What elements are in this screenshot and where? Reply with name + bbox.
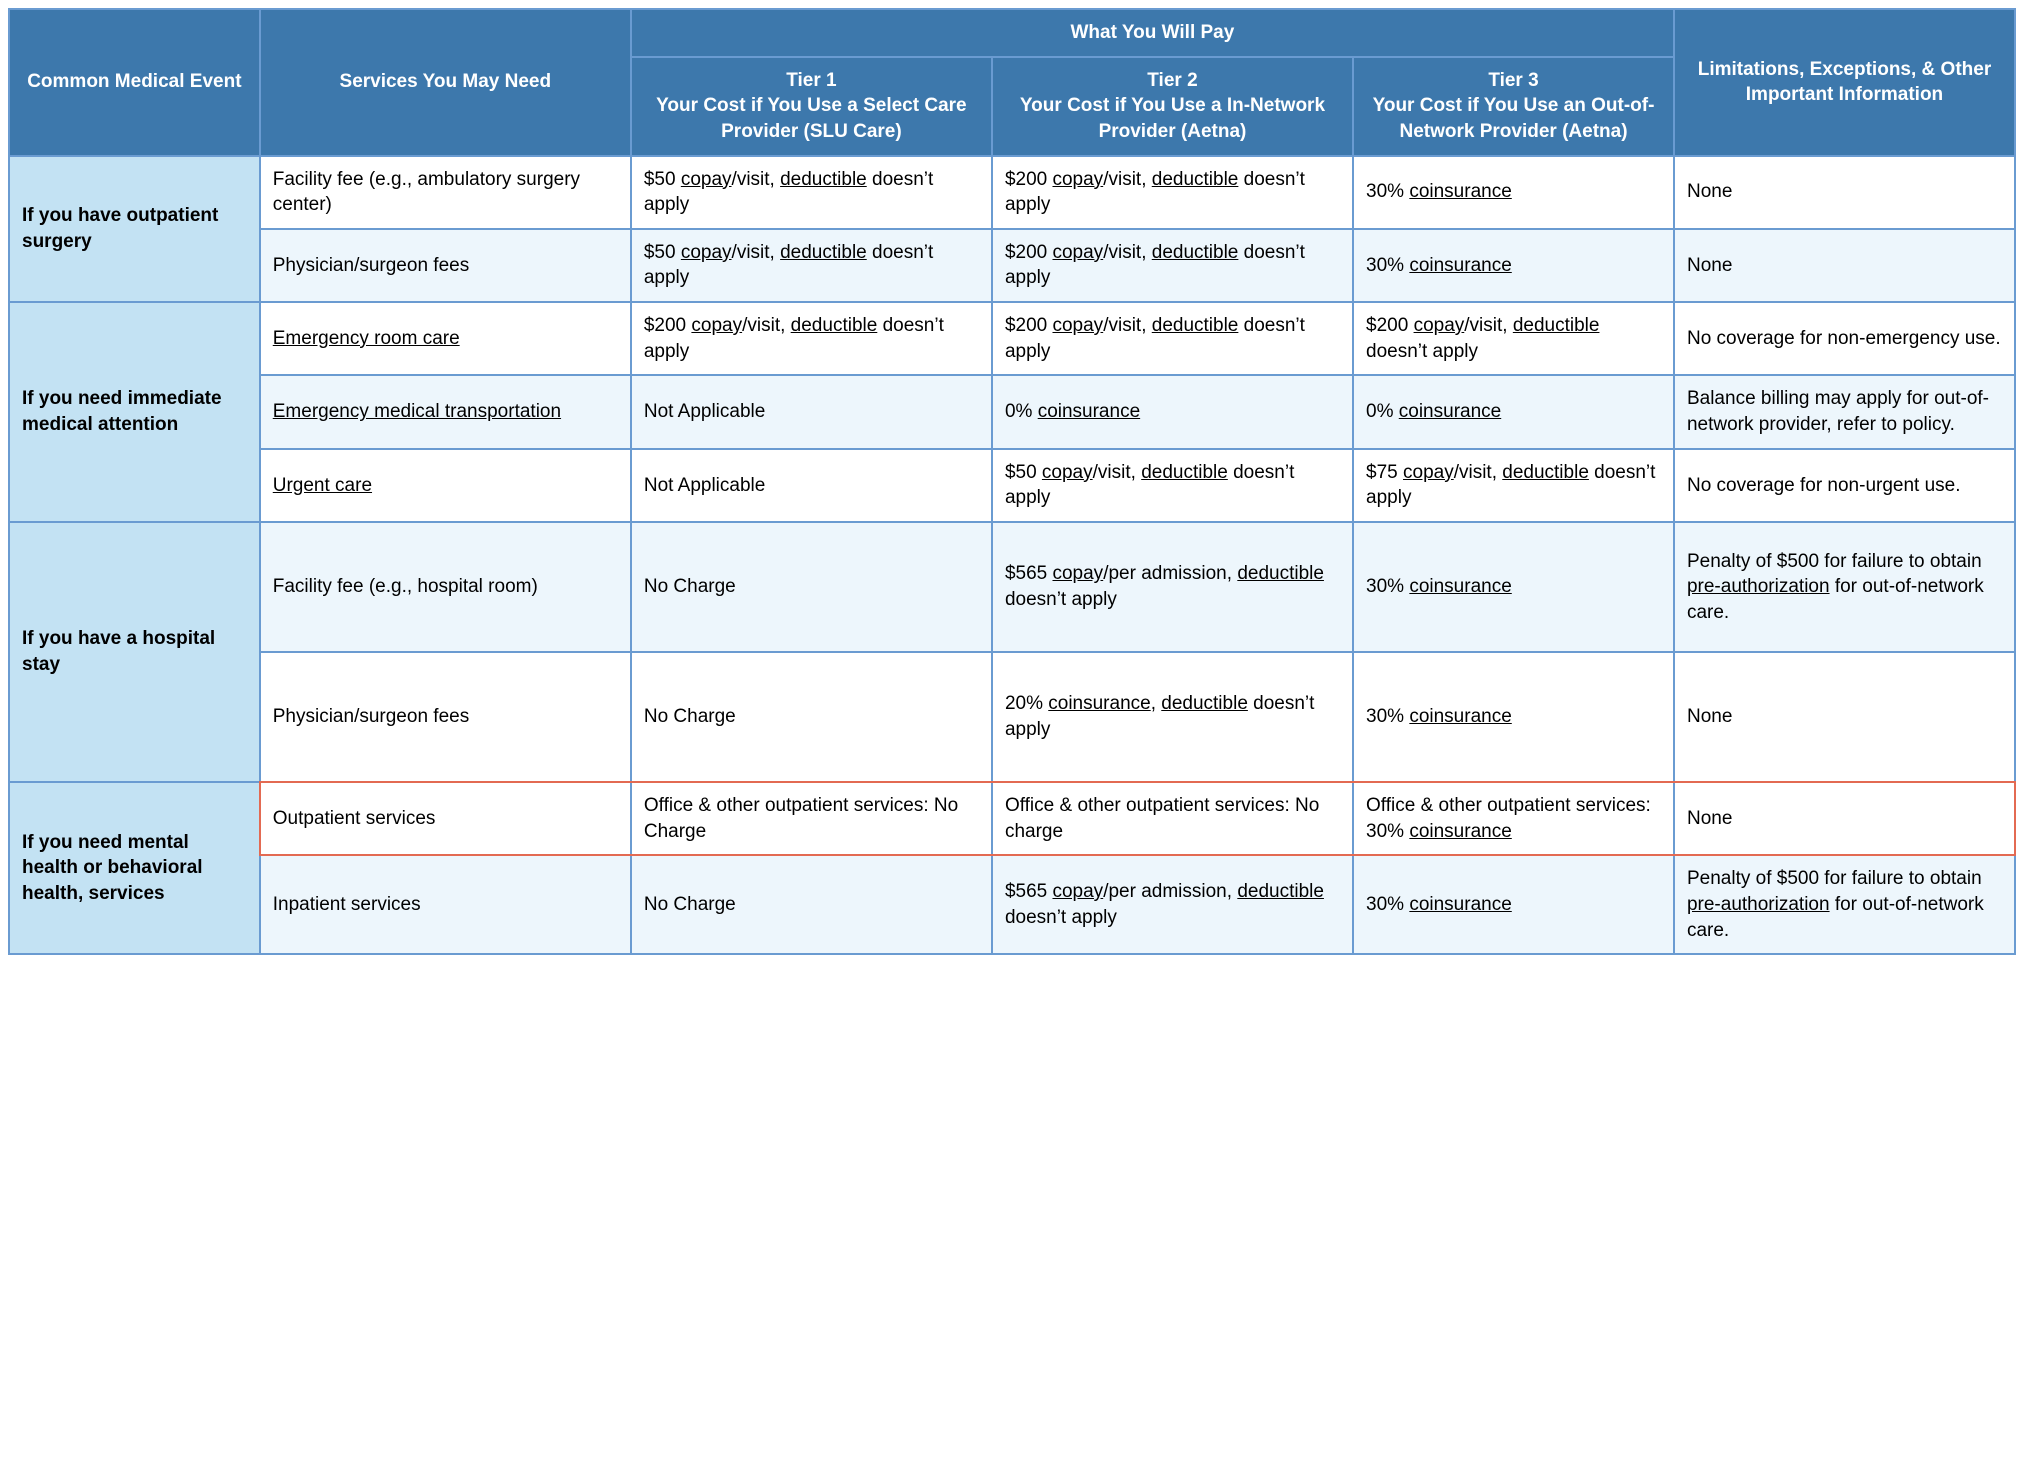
tier2-cell: $200 copay/visit, deductible doesn’t app… <box>992 302 1353 375</box>
benefits-table: Common Medical Event Services You May Ne… <box>8 8 2016 955</box>
col-header-tier1: Tier 1 Your Cost if You Use a Select Car… <box>631 57 992 156</box>
service-cell: Inpatient services <box>260 855 631 954</box>
event-cell: If you need immediate medical attention <box>9 302 260 522</box>
table-row: If you have outpatient surgeryFacility f… <box>9 156 2015 229</box>
limits-cell: No coverage for non-emergency use. <box>1674 302 2015 375</box>
tier1-sub: Your Cost if You Use a Select Care Provi… <box>656 95 966 142</box>
service-cell: Facility fee (e.g., ambulatory surgery c… <box>260 156 631 229</box>
service-cell: Outpatient services <box>260 782 631 855</box>
limits-cell: None <box>1674 652 2015 782</box>
tier1-cell: Office & other outpatient services: No C… <box>631 782 992 855</box>
tier2-cell: 0% coinsurance <box>992 375 1353 448</box>
limits-cell: No coverage for non-urgent use. <box>1674 449 2015 522</box>
col-header-tier2: Tier 2 Your Cost if You Use a In-Network… <box>992 57 1353 156</box>
limits-cell: None <box>1674 782 2015 855</box>
table-row: Emergency medical transportationNot Appl… <box>9 375 2015 448</box>
tier1-cell: No Charge <box>631 522 992 652</box>
table-row: Urgent careNot Applicable$50 copay/visit… <box>9 449 2015 522</box>
tier2-sub: Your Cost if You Use a In-Network Provid… <box>1020 95 1325 142</box>
limits-cell: Penalty of $500 for failure to obtain pr… <box>1674 522 2015 652</box>
col-header-event: Common Medical Event <box>9 9 260 156</box>
tier2-cell: $200 copay/visit, deductible doesn’t app… <box>992 229 1353 302</box>
tier2-cell: Office & other outpatient services: No c… <box>992 782 1353 855</box>
tier3-sub: Your Cost if You Use an Out-of-Network P… <box>1373 95 1655 142</box>
table-body: If you have outpatient surgeryFacility f… <box>9 156 2015 955</box>
service-cell: Facility fee (e.g., hospital room) <box>260 522 631 652</box>
limits-cell: Penalty of $500 for failure to obtain pr… <box>1674 855 2015 954</box>
limits-cell: None <box>1674 156 2015 229</box>
tier1-cell: Not Applicable <box>631 449 992 522</box>
event-cell: If you have a hospital stay <box>9 522 260 782</box>
tier3-cell: 30% coinsurance <box>1353 229 1674 302</box>
table-row: If you have a hospital stayFacility fee … <box>9 522 2015 652</box>
table-header: Common Medical Event Services You May Ne… <box>9 9 2015 156</box>
tier2-cell: 20% coinsurance, deductible doesn’t appl… <box>992 652 1353 782</box>
tier3-cell: $75 copay/visit, deductible doesn’t appl… <box>1353 449 1674 522</box>
tier2-cell: $50 copay/visit, deductible doesn’t appl… <box>992 449 1353 522</box>
tier2-title: Tier 2 <box>1147 70 1197 91</box>
table-row: Inpatient servicesNo Charge$565 copay/pe… <box>9 855 2015 954</box>
tier1-cell: $50 copay/visit, deductible doesn’t appl… <box>631 229 992 302</box>
tier1-cell: No Charge <box>631 855 992 954</box>
tier3-cell: Office & other outpatient services: 30% … <box>1353 782 1674 855</box>
tier3-cell: 30% coinsurance <box>1353 652 1674 782</box>
service-cell: Emergency medical transportation <box>260 375 631 448</box>
event-cell: If you need mental health or behavioral … <box>9 782 260 954</box>
event-cell: If you have outpatient surgery <box>9 156 260 303</box>
tier1-title: Tier 1 <box>786 70 836 91</box>
limits-cell: None <box>1674 229 2015 302</box>
tier3-cell: 30% coinsurance <box>1353 522 1674 652</box>
service-cell: Emergency room care <box>260 302 631 375</box>
tier3-title: Tier 3 <box>1488 70 1538 91</box>
tier3-cell: 30% coinsurance <box>1353 156 1674 229</box>
table-row: If you need mental health or behavioral … <box>9 782 2015 855</box>
tier1-cell: Not Applicable <box>631 375 992 448</box>
tier3-cell: 30% coinsurance <box>1353 855 1674 954</box>
col-header-tier3: Tier 3 Your Cost if You Use an Out-of-Ne… <box>1353 57 1674 156</box>
table-row: If you need immediate medical attentionE… <box>9 302 2015 375</box>
service-cell: Urgent care <box>260 449 631 522</box>
tier1-cell: No Charge <box>631 652 992 782</box>
table-row: Physician/surgeon fees$50 copay/visit, d… <box>9 229 2015 302</box>
service-cell: Physician/surgeon fees <box>260 652 631 782</box>
tier2-cell: $565 copay/per admission, deductible doe… <box>992 855 1353 954</box>
limits-cell: Balance billing may apply for out-of-net… <box>1674 375 2015 448</box>
table-row: Physician/surgeon feesNo Charge20% coins… <box>9 652 2015 782</box>
col-header-limits: Limitations, Exceptions, & Other Importa… <box>1674 9 2015 156</box>
tier3-cell: $200 copay/visit, deductible doesn’t app… <box>1353 302 1674 375</box>
col-header-services: Services You May Need <box>260 9 631 156</box>
service-cell: Physician/surgeon fees <box>260 229 631 302</box>
col-header-pay-group: What You Will Pay <box>631 9 1674 57</box>
tier2-cell: $200 copay/visit, deductible doesn’t app… <box>992 156 1353 229</box>
tier2-cell: $565 copay/per admission, deductible doe… <box>992 522 1353 652</box>
tier3-cell: 0% coinsurance <box>1353 375 1674 448</box>
tier1-cell: $200 copay/visit, deductible doesn’t app… <box>631 302 992 375</box>
benefits-table-container: Common Medical Event Services You May Ne… <box>8 8 2016 955</box>
tier1-cell: $50 copay/visit, deductible doesn’t appl… <box>631 156 992 229</box>
